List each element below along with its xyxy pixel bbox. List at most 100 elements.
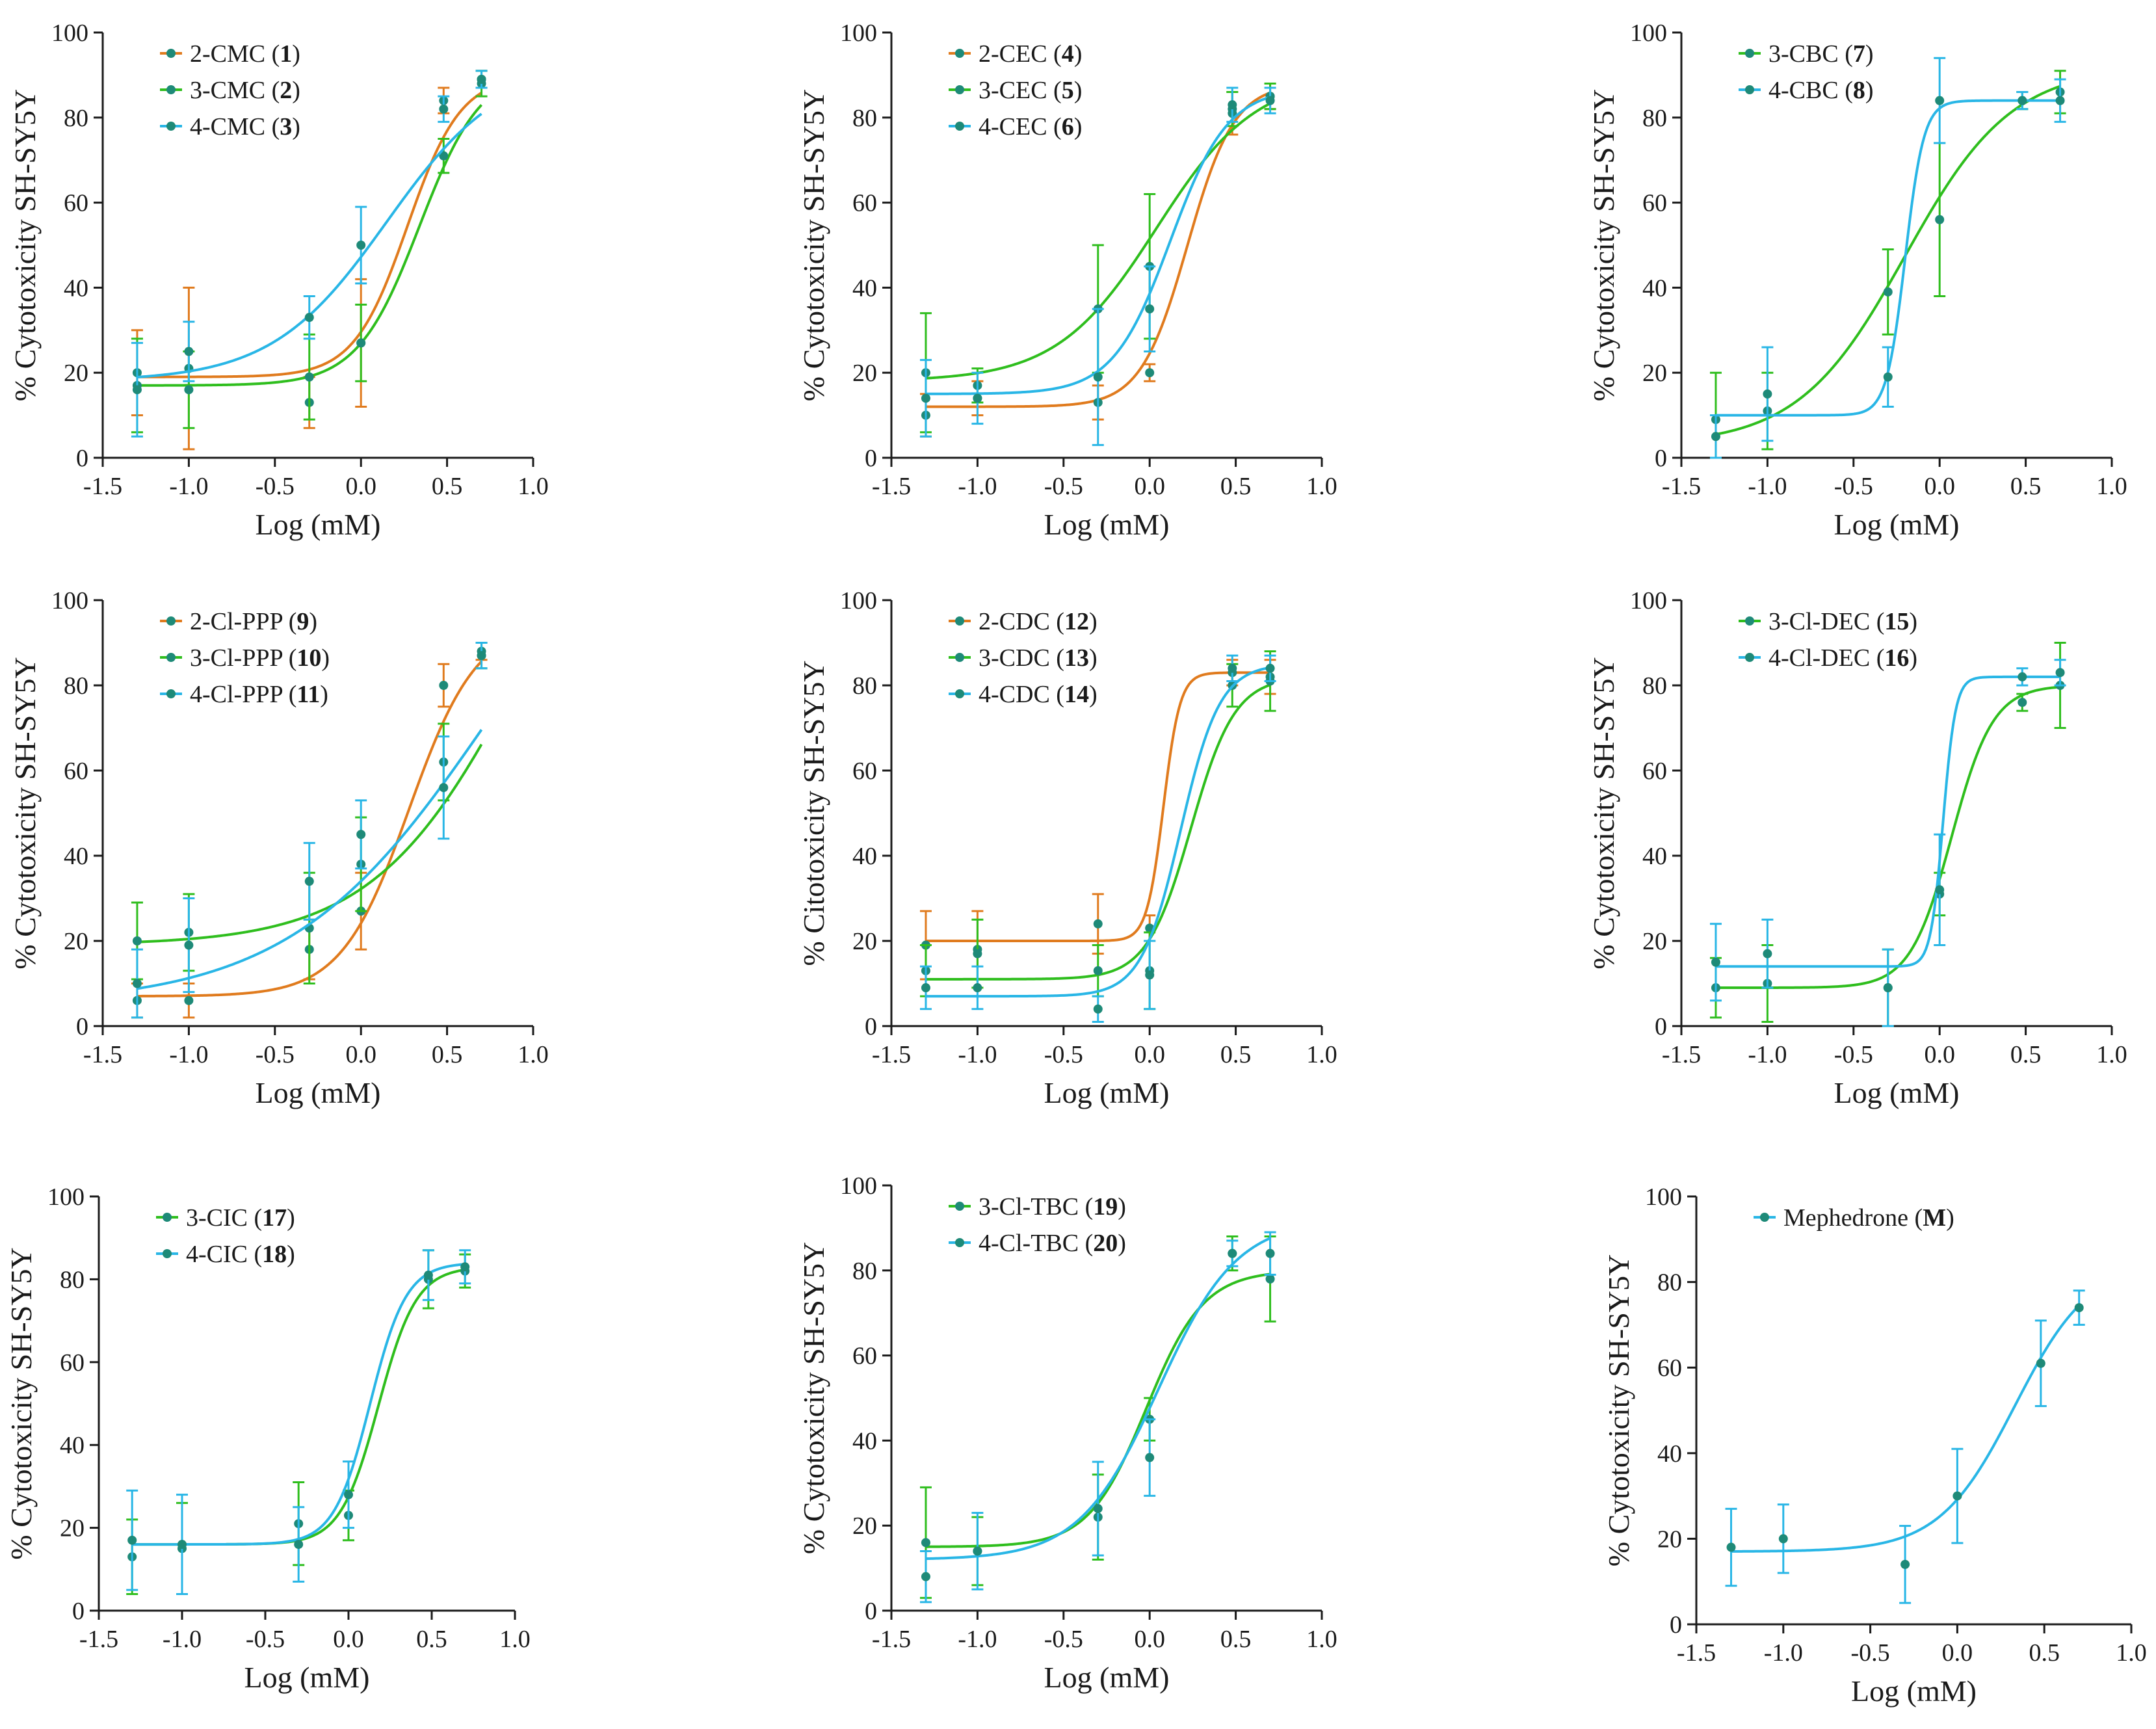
y-axis-title: % Cytotoxicity SH-SY5Y [5, 1247, 38, 1559]
x-tick-label: 0.5 [2029, 1639, 2060, 1667]
legend-label: 4-Cl-TBC (20) [979, 1230, 1126, 1257]
data-point [1778, 1534, 1788, 1544]
y-tick-label: 60 [64, 758, 88, 785]
series-4-CMC [131, 70, 488, 438]
x-tick-label: 0.0 [345, 473, 376, 500]
legend-entry: 4-CIC (18) [156, 1241, 295, 1268]
y-tick-label: 40 [64, 274, 88, 302]
series-Mephedrone [1725, 1289, 2085, 1604]
data-point [1093, 1504, 1103, 1514]
series-4-Cl-DEC [1709, 659, 2066, 1027]
legend-label: Mephedrone (M) [1783, 1204, 1954, 1232]
legend-marker [1745, 85, 1754, 94]
data-point [1883, 287, 1893, 297]
series-2-CDC [919, 659, 1276, 989]
chart-panel-7: 0 20 40 60 80 100 -1.5 -1.0 -0.5 0.0 0.5 1.0 Log (mM… [5, 1183, 531, 1694]
chart-panel-6: 0 20 40 60 80 100 -1.5 -1.0 -0.5 0.0 0.5 1.0 Log (mM… [1587, 587, 2127, 1109]
data-point [1093, 966, 1103, 975]
y-tick-label: 80 [852, 1258, 877, 1285]
legend-entry: 4-CEC (6) [949, 113, 1082, 140]
y-tick-label: 80 [852, 672, 877, 700]
data-point [1145, 368, 1155, 378]
data-point [439, 681, 449, 690]
x-tick-label: 0.5 [1220, 473, 1252, 500]
y-tick-label: 20 [64, 928, 88, 955]
x-tick-label: -1.0 [958, 1041, 997, 1068]
y-tick-label: 40 [852, 843, 877, 870]
y-tick-label: 60 [1657, 1354, 1682, 1382]
legend-label: 3-CEC (5) [979, 77, 1082, 104]
legend-label: 4-CBC (8) [1768, 77, 1874, 104]
x-tick-label: -0.5 [1044, 1626, 1083, 1653]
y-tick-label: 100 [840, 587, 877, 614]
legend-label: 2-CEC (4) [979, 40, 1082, 68]
legend-marker [166, 653, 176, 662]
data-point [1228, 1248, 1237, 1258]
x-axis-title: Log (mM) [244, 1661, 370, 1694]
y-tick-label: 60 [64, 190, 88, 217]
x-tick-label: 1.0 [2116, 1639, 2147, 1667]
x-tick-label: 0.0 [1924, 473, 1955, 500]
legend-label: 4-CEC (6) [979, 113, 1082, 140]
data-point [2055, 668, 2065, 678]
y-tick-label: 0 [72, 1598, 85, 1625]
data-point [921, 1538, 930, 1548]
data-point [132, 979, 142, 988]
legend-entry: 4-CBC (8) [1739, 77, 1874, 104]
data-point [1883, 372, 1893, 382]
data-point [184, 385, 194, 395]
y-tick-label: 0 [865, 1013, 877, 1040]
legend-marker [955, 616, 964, 626]
x-tick-label: 0.5 [432, 1041, 463, 1068]
legend-marker [955, 689, 964, 698]
y-tick-label: 0 [1655, 1013, 1667, 1040]
data-point [1265, 1248, 1275, 1258]
legend-marker [955, 653, 964, 662]
legend-marker [166, 616, 176, 626]
x-tick-label: 0.5 [1220, 1626, 1252, 1653]
legend-entry: 2-CEC (4) [949, 40, 1082, 68]
data-point [356, 338, 366, 348]
chart-panel-1: 0 20 40 60 80 100 -1.5 -1.0 -0.5 0.0 0.5 1.0 Log (mM… [8, 20, 549, 541]
x-tick-label: -0.5 [1044, 473, 1083, 500]
y-tick-label: 60 [852, 758, 877, 785]
y-tick-label: 0 [1655, 445, 1667, 472]
data-point [1883, 983, 1893, 993]
y-axis-title: % Cytotoxicity SH-SY5Y [1602, 1254, 1635, 1566]
data-point [127, 1535, 137, 1545]
legend-entry: 4-Cl-TBC (20) [949, 1230, 1126, 1257]
legend-label: 3-CMC (2) [190, 77, 300, 104]
legend-label: 4-CMC (3) [190, 113, 300, 140]
legend-label: 3-CBC (7) [1768, 40, 1874, 68]
data-point [439, 151, 449, 161]
data-point [1711, 432, 1720, 442]
chart-panel-3: 0 20 40 60 80 100 -1.5 -1.0 -0.5 0.0 0.5 1.0 Log (mM… [1587, 20, 2127, 541]
x-tick-label: -0.5 [1834, 473, 1873, 500]
y-axis-title: % Citotoxicity SH-SY5Y [797, 660, 830, 966]
y-tick-label: 80 [1657, 1269, 1682, 1297]
legend-marker [163, 1249, 172, 1258]
data-point [1228, 100, 1237, 110]
x-tick-label: -1.0 [958, 1626, 997, 1653]
x-tick-label: -1.0 [958, 473, 997, 500]
data-point [356, 241, 366, 250]
legend-entry: 3-CEC (5) [949, 77, 1082, 104]
series-4-CBC [1709, 57, 2066, 459]
data-point [921, 983, 930, 993]
legend-marker [166, 49, 176, 58]
data-point [184, 996, 194, 1005]
series-4-CIC [126, 1249, 471, 1596]
legend-entry: 3-CBC (7) [1739, 40, 1874, 68]
data-point [1726, 1542, 1736, 1552]
legend-label: 3-Cl-PPP (10) [190, 644, 330, 672]
x-tick-label: 0.5 [432, 473, 463, 500]
x-tick-label: -0.5 [1851, 1639, 1890, 1667]
legend-marker [163, 1213, 172, 1222]
legend-marker [955, 1238, 964, 1247]
data-point [973, 1546, 982, 1556]
y-tick-label: 100 [1630, 587, 1667, 614]
y-tick-label: 100 [1645, 1183, 1682, 1211]
y-tick-label: 20 [1642, 360, 1667, 387]
y-tick-label: 20 [852, 1512, 877, 1540]
data-point [423, 1271, 433, 1280]
